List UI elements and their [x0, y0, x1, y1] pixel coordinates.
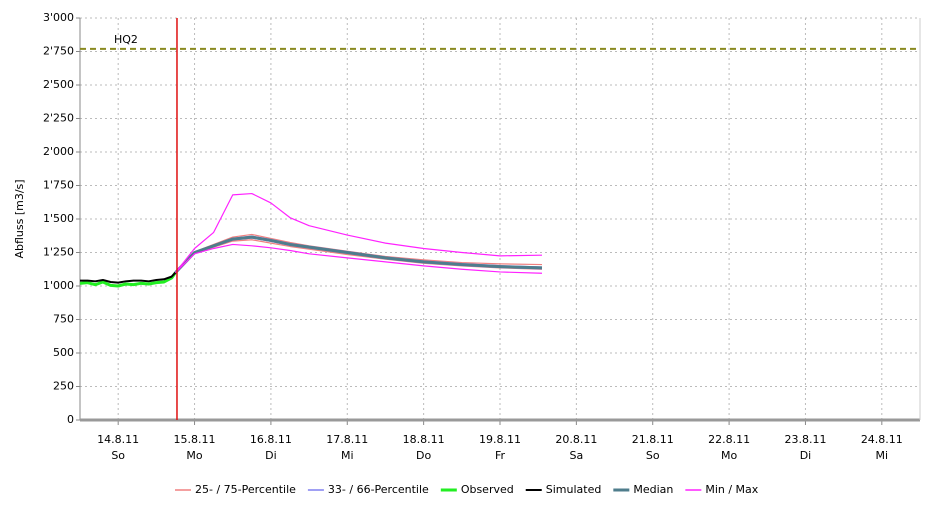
- y-tick-label: 2'750: [43, 45, 74, 58]
- x-tick-weekday: Fr: [495, 449, 506, 462]
- x-tick-label: 20.8.11: [555, 433, 597, 446]
- y-tick-label: 1'000: [43, 279, 74, 292]
- y-tick-label: 750: [53, 313, 74, 326]
- series-line: [174, 235, 543, 274]
- legend-label: Simulated: [546, 483, 602, 496]
- x-tick-label: 18.8.11: [403, 433, 445, 446]
- y-tick-label: 2'500: [43, 78, 74, 91]
- x-tick-weekday: Sa: [569, 449, 583, 462]
- x-tick-weekday: Di: [800, 449, 812, 462]
- x-tick-label: 19.8.11: [479, 433, 521, 446]
- y-axis-label: Abfluss [m3/s]: [13, 179, 26, 258]
- x-tick-label: 21.8.11: [632, 433, 674, 446]
- x-tick-label: 14.8.11: [97, 433, 139, 446]
- series-line: [80, 271, 177, 284]
- x-tick-label: 22.8.11: [708, 433, 750, 446]
- x-tick-label: 17.8.11: [326, 433, 368, 446]
- x-tick-weekday: Do: [416, 449, 431, 462]
- x-tick-label: 15.8.11: [174, 433, 216, 446]
- y-tick-label: 2'250: [43, 112, 74, 125]
- x-tick-weekday: So: [111, 449, 125, 462]
- x-tick-weekday: Mo: [721, 449, 737, 462]
- y-tick-label: 1'500: [43, 212, 74, 225]
- legend-label: Observed: [461, 483, 514, 496]
- y-tick-label: 1'750: [43, 179, 74, 192]
- x-tick-weekday: Mi: [876, 449, 889, 462]
- legend-label: Median: [633, 483, 673, 496]
- series-line: [174, 192, 543, 273]
- legend-label: Min / Max: [705, 483, 758, 496]
- x-tick-label: 16.8.11: [250, 433, 292, 446]
- x-tick-weekday: Mi: [341, 449, 354, 462]
- y-tick-label: 3'000: [43, 11, 74, 24]
- x-tick-label: 23.8.11: [784, 433, 826, 446]
- series-line: [175, 243, 543, 274]
- y-tick-label: 250: [53, 380, 74, 393]
- legend-label: 33- / 66-Percentile: [328, 483, 429, 496]
- x-tick-weekday: So: [646, 449, 660, 462]
- series-line: [79, 271, 177, 288]
- x-tick-label: 24.8.11: [861, 433, 903, 446]
- y-tick-label: 2'000: [43, 145, 74, 158]
- x-tick-weekday: Di: [265, 449, 277, 462]
- y-tick-label: 1'250: [43, 246, 74, 259]
- x-tick-weekday: Mo: [186, 449, 202, 462]
- y-tick-label: 0: [67, 413, 74, 426]
- legend-label: 25- / 75-Percentile: [195, 483, 296, 496]
- y-tick-label: 500: [53, 346, 74, 359]
- threshold-label: HQ2: [114, 33, 138, 46]
